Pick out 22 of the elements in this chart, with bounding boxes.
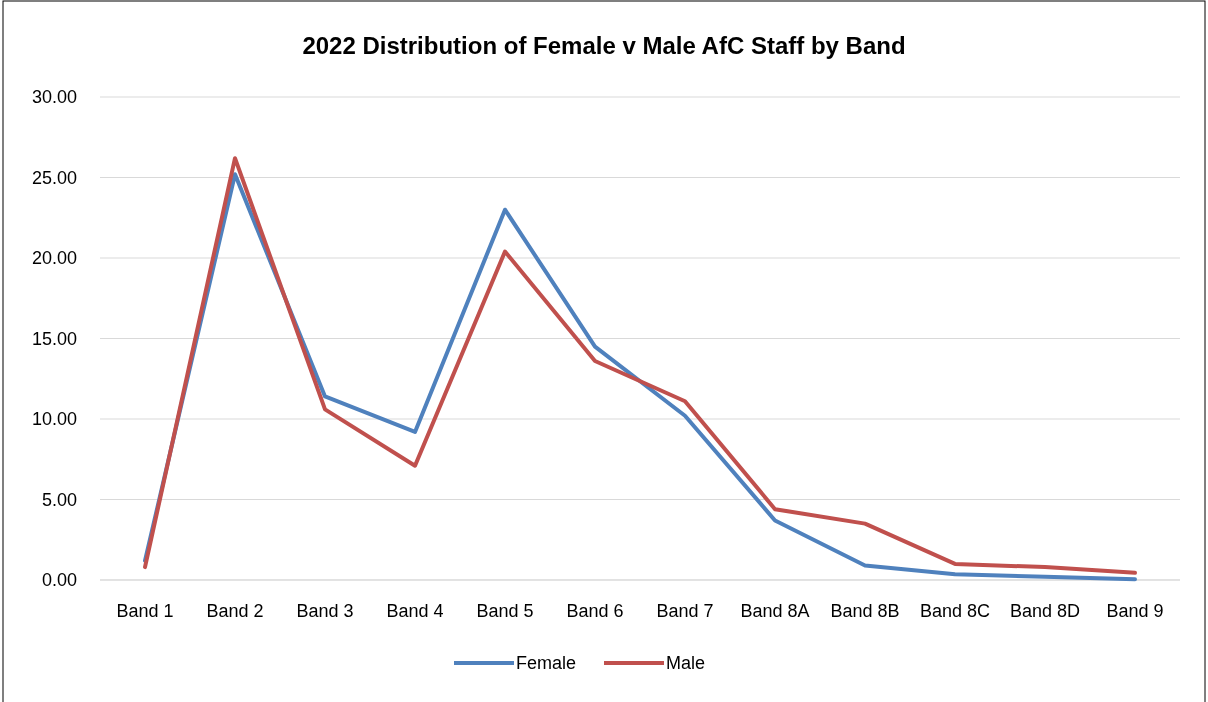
x-tick-label: Band 8C (919, 601, 991, 621)
y-tick-label: 0.00 (41, 570, 77, 591)
y-tick-label: 10.00 (31, 409, 77, 430)
x-tick-label: Band 9 (1106, 601, 1164, 621)
x-tick-label: Band 1 (116, 601, 174, 621)
y-tick-label: 5.00 (41, 489, 77, 510)
x-tick-label: Band 8A (740, 601, 810, 621)
x-tick-label: Band 8D (1009, 601, 1081, 621)
y-tick-label: 30.00 (31, 87, 77, 108)
x-tick-label: Band 2 (206, 601, 264, 621)
legend-label: Female (516, 653, 577, 674)
legend-label: Male (666, 653, 706, 674)
y-tick-label: 20.00 (31, 248, 77, 269)
y-tick-label: 15.00 (31, 328, 77, 349)
chart-title: 2022 Distribution of Female v Male AfC Staff by Band (302, 32, 906, 59)
x-tick-label: Band 7 (656, 601, 714, 621)
y-tick-label: 25.00 (31, 167, 77, 188)
x-tick-label: Band 4 (386, 601, 444, 621)
x-tick-label: Band 5 (476, 601, 534, 621)
x-tick-label: Band 8B (830, 601, 900, 621)
x-tick-label: Band 6 (566, 601, 624, 621)
x-tick-label: Band 3 (296, 601, 354, 621)
